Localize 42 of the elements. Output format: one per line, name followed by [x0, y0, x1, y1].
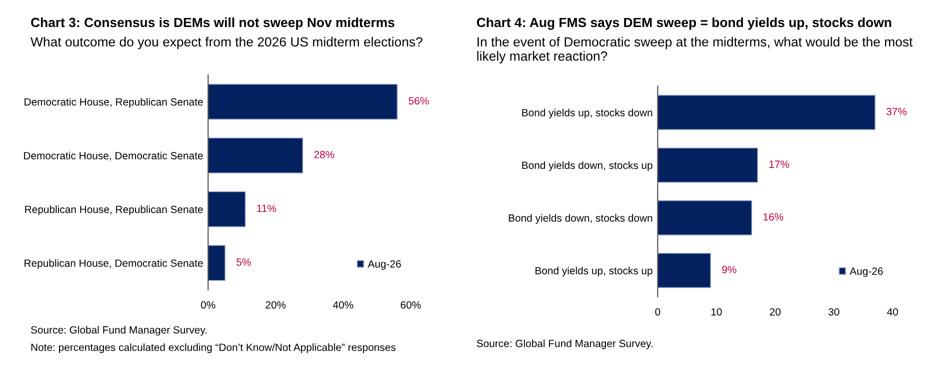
chart-subtitle: What outcome do you expect from the 2026 US midterm elections? [30, 36, 422, 50]
data-label: 11% [257, 204, 276, 212]
bar [658, 252, 711, 288]
y-tick-label: Bond yields up, stocks down [522, 108, 652, 118]
chart-subtitle: In the event of Democratic sweep at the midterms, what would be the most likely market reaction? [477, 36, 913, 64]
bar [658, 200, 752, 236]
y-tick-label: Bond yields up, stocks up [536, 266, 652, 276]
y-tick-label: Bond yields down, stocks down [508, 214, 652, 224]
x-tick-label: 40% [332, 301, 354, 309]
y-tick-label: Democratic House, Republican Senate [24, 98, 203, 108]
x-tick-label: 30 [828, 308, 840, 316]
x-tick-label: 20 [770, 308, 781, 316]
data-label: 9% [722, 266, 736, 274]
bar [208, 138, 304, 174]
x-tick-label: 40 [887, 308, 898, 316]
bar [658, 148, 758, 183]
y-tick-label: Republican House, Republican Senate [25, 205, 203, 216]
data-label: 56% [408, 97, 429, 105]
text: Note: percentages calculated excluding “Don’t Know/Not Applicable” responses [31, 343, 396, 354]
chart-title: Chart 4: Aug FMS says DEM sweep = bond yields up, stocks down [476, 17, 892, 30]
chart-title: Chart 3: Consensus is DEMs will not sweep Nov midterms [31, 17, 394, 30]
x-tick-label: 10 [711, 308, 722, 316]
data-label: 5% [236, 258, 251, 266]
x-tick-label: 20% [266, 301, 286, 309]
data-label: 28% [314, 150, 334, 158]
bar [208, 245, 226, 281]
legend-label: Aug-26 [850, 267, 883, 277]
bar [208, 84, 398, 120]
y-tick-label: Democratic House, Democratic Senate [24, 152, 203, 161]
bar [208, 191, 246, 228]
legend-label: Aug-26 [368, 260, 401, 270]
source-note: Source: Global Fund Manager Survey. [31, 326, 207, 336]
data-label: 16% [764, 213, 784, 221]
data-label: 17% [769, 160, 790, 168]
data-label: 37% [886, 108, 907, 116]
source-note: Source: Global Fund Manager Survey. [476, 340, 652, 350]
x-tick-label: 0% [201, 301, 216, 309]
y-tick-label: Republican House, Democratic Senate [24, 259, 203, 269]
y-tick-label: Bond yields down, stocks up [522, 161, 652, 172]
x-tick-label: 0 [655, 308, 660, 316]
x-tick-label: 60% [400, 301, 421, 309]
bar [658, 94, 876, 130]
